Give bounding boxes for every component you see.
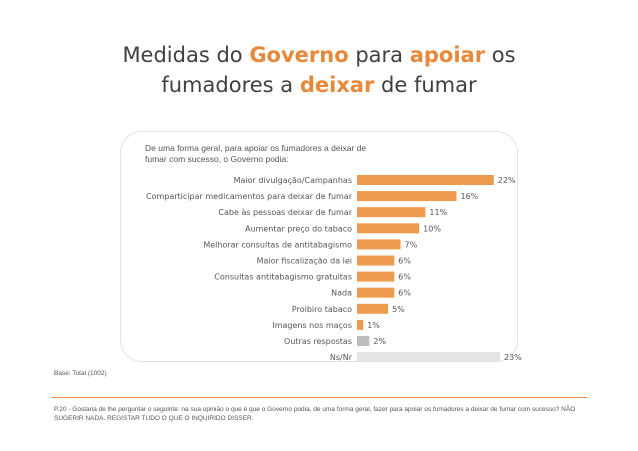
category-label: Outras respostas xyxy=(284,337,352,346)
value-label: 6% xyxy=(398,273,411,282)
value-label: 1% xyxy=(367,321,380,330)
value-label: 6% xyxy=(398,289,411,298)
title-highlight-apoiar: apoiar xyxy=(409,43,486,67)
bar xyxy=(357,191,457,202)
title-text: os xyxy=(485,43,516,67)
value-label: 2% xyxy=(373,337,386,346)
base-note: Base: Total (1002) xyxy=(54,370,107,377)
question-text: De uma forma geral, para apoiar os fumad… xyxy=(145,143,367,164)
title-text: fumadores a xyxy=(161,73,300,97)
category-label: Nada xyxy=(331,289,352,298)
value-label: 6% xyxy=(398,257,411,266)
category-label: Ns/Nr xyxy=(330,353,353,362)
bar xyxy=(357,287,395,298)
title-highlight-deixar: deixar xyxy=(299,73,375,97)
bar xyxy=(357,223,420,234)
title-text: para xyxy=(348,43,410,67)
value-label: 7% xyxy=(405,240,418,249)
bar xyxy=(357,352,500,363)
category-label: Maior fiscalização da lei xyxy=(257,257,352,266)
category-label: Melhorar consultas de antitabagismo xyxy=(203,240,352,249)
question-note: P.20 - Gostaria de lhe perguntar o segui… xyxy=(54,406,576,422)
title-line-2: fumadores a deixar de fumar xyxy=(0,70,638,100)
category-label: Comparticipar medicamentos para deixar d… xyxy=(146,192,353,201)
footer-divider xyxy=(52,397,587,398)
bar xyxy=(357,336,370,346)
bar xyxy=(357,303,389,314)
category-label: Proibiro tabaco xyxy=(292,305,352,314)
value-label: 10% xyxy=(423,224,441,233)
bar xyxy=(357,175,494,185)
chart-panel xyxy=(120,131,518,362)
title-line-1: Medidas do Governo para apoiar os xyxy=(0,40,638,70)
category-label: Cabe às pessoas deixar de fumar xyxy=(218,208,352,217)
page-title: Medidas do Governo para apoiar os fumado… xyxy=(0,40,638,100)
value-label: 11% xyxy=(429,208,447,217)
title-text: de fumar xyxy=(374,73,477,97)
title-text: Medidas do xyxy=(122,43,250,67)
bar xyxy=(357,207,426,218)
value-label: 5% xyxy=(392,305,405,314)
bar xyxy=(357,239,401,250)
category-label: Maior divulgação/Campanhas xyxy=(234,176,352,185)
value-label: 23% xyxy=(504,353,522,362)
bar xyxy=(357,271,395,282)
bar xyxy=(357,319,364,330)
value-label: 16% xyxy=(460,192,478,201)
value-label: 22% xyxy=(498,176,516,185)
category-label: Imagens nos maços xyxy=(272,321,352,330)
title-highlight-governo: Governo xyxy=(249,43,349,67)
category-label: Aumentar preço do tabaco xyxy=(245,224,352,233)
bar xyxy=(357,255,395,266)
category-label: Consultas antitabagismo gratuitas xyxy=(214,273,352,282)
